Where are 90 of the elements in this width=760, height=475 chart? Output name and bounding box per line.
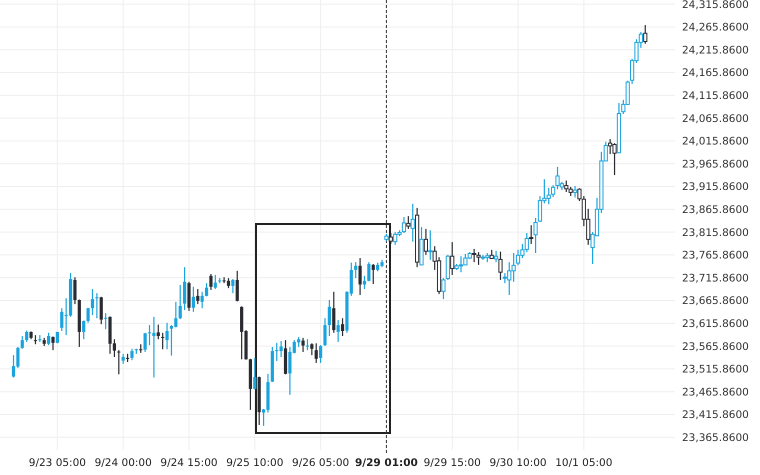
x-tick-label: 9/25 10:00 xyxy=(226,457,284,469)
y-tick-label: 24,115.8600 xyxy=(682,90,749,102)
candlestick xyxy=(161,332,164,350)
candlestick xyxy=(301,337,305,353)
candlestick xyxy=(275,342,278,362)
y-tick-label: 23,665.8600 xyxy=(682,295,749,308)
candlestick xyxy=(174,301,178,328)
candlestick xyxy=(498,251,503,281)
candlestick xyxy=(231,278,234,294)
candlestick xyxy=(200,291,204,309)
y-tick-label: 23,415.8600 xyxy=(682,409,749,422)
x-tick-label: 9/24 00:00 xyxy=(94,457,152,469)
candlestick xyxy=(538,195,542,223)
candlestick xyxy=(310,342,314,356)
candlestick xyxy=(130,348,134,361)
candlestick xyxy=(367,262,370,282)
candlestick xyxy=(38,334,42,343)
y-tick-label: 24,015.8600 xyxy=(682,136,749,148)
candlestick xyxy=(122,353,125,364)
y-tick-label: 23,915.8600 xyxy=(682,181,749,194)
y-tick-label: 23,715.8600 xyxy=(682,272,749,284)
candlestick xyxy=(306,338,310,351)
y-tick-label: 23,565.8600 xyxy=(682,340,749,353)
candlestick xyxy=(336,319,340,343)
candlestick xyxy=(51,336,55,351)
candlestick xyxy=(214,274,217,290)
candlestick xyxy=(516,249,520,266)
candlestick xyxy=(643,24,648,44)
y-tick-label: 24,165.8600 xyxy=(682,67,749,80)
candlestick xyxy=(82,320,86,340)
y-tick-label: 23,965.8600 xyxy=(682,158,749,170)
candlestick xyxy=(572,185,578,198)
candlestick xyxy=(458,256,464,273)
x-tick-label: 9/26 05:00 xyxy=(292,457,350,469)
y-tick-label: 23,765.8600 xyxy=(682,250,749,262)
candlestick xyxy=(86,307,90,324)
candlestick xyxy=(226,278,230,289)
x-tick-label: 9/30 10:00 xyxy=(489,457,547,469)
x-tick-label: 10/1 05:00 xyxy=(555,457,612,469)
candlestick xyxy=(323,318,327,347)
y-tick-label: 24,065.8600 xyxy=(682,112,749,125)
candlestick xyxy=(218,278,222,284)
candlestick xyxy=(402,216,406,234)
candlestick xyxy=(73,276,77,305)
candlestick xyxy=(183,266,186,311)
y-tick-label: 23,815.8600 xyxy=(682,226,749,239)
candlestick xyxy=(90,288,94,316)
candlestick xyxy=(340,318,344,337)
candlestick xyxy=(117,350,120,375)
y-tick-label: 23,365.8600 xyxy=(682,432,749,444)
y-tick-label: 23,865.8600 xyxy=(682,204,749,216)
candlestick xyxy=(476,252,481,266)
y-tick-label: 23,465.8600 xyxy=(682,386,749,398)
candlestick xyxy=(178,284,182,320)
y-tick-label: 24,215.8600 xyxy=(682,44,749,56)
y-tick-label: 24,265.8600 xyxy=(682,22,749,34)
candlestick xyxy=(533,217,538,254)
candlestick xyxy=(253,357,256,390)
candlestick xyxy=(319,344,322,364)
candlestick xyxy=(555,166,560,190)
candlestick xyxy=(156,324,160,340)
candlestick xyxy=(332,291,336,334)
y-tick-label: 23,615.8600 xyxy=(682,318,749,330)
x-tick-label: 9/29 01:00 xyxy=(354,457,418,469)
y-tick-label: 24,315.8600 xyxy=(682,0,749,11)
candlestick xyxy=(209,273,213,291)
candlestick xyxy=(25,330,28,343)
candlestick xyxy=(204,282,208,297)
candlestick xyxy=(100,296,103,325)
candlestick xyxy=(165,322,169,350)
candlestick xyxy=(20,335,24,350)
candlestick xyxy=(104,312,108,330)
candlestick xyxy=(358,257,362,296)
candlestick xyxy=(95,292,98,319)
candlestick xyxy=(372,263,375,285)
candlestick xyxy=(139,344,142,354)
candlestick xyxy=(47,332,50,346)
candlestick xyxy=(148,324,152,346)
candlestick xyxy=(314,342,318,364)
candlestick xyxy=(34,334,38,345)
y-tick-label: 23,515.8600 xyxy=(682,364,749,376)
candlestick xyxy=(196,288,200,305)
candlestick xyxy=(328,299,331,337)
x-tick-label: 9/23 05:00 xyxy=(28,457,86,469)
candlestick xyxy=(144,332,147,353)
x-tick-label: 9/24 15:00 xyxy=(160,457,218,469)
candlestick xyxy=(192,286,195,312)
candlestick xyxy=(354,262,358,279)
candlestick xyxy=(236,270,239,302)
x-tick-label: 9/29 15:00 xyxy=(424,457,481,469)
